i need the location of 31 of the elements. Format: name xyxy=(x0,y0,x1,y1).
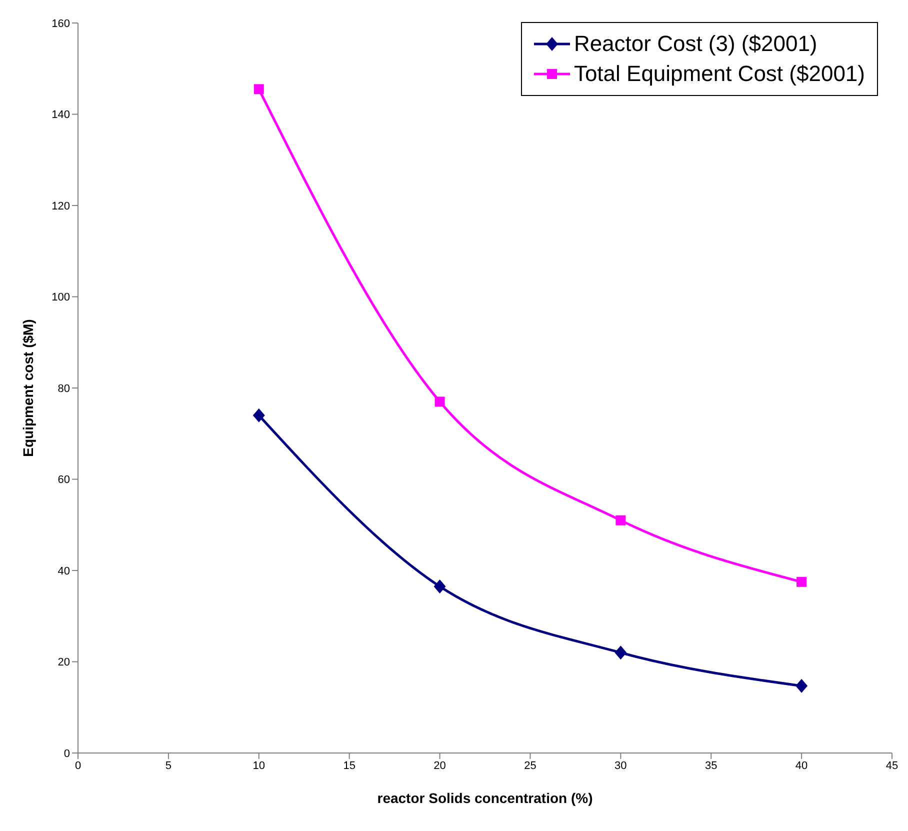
y-axis-title: Equipment cost ($M) xyxy=(20,319,36,457)
legend-label: Reactor Cost (3) ($2001) xyxy=(574,30,818,58)
y-tick-label: 40 xyxy=(58,565,70,578)
point xyxy=(796,576,807,587)
y-tick-label: 60 xyxy=(58,474,70,486)
x-tick-label: 40 xyxy=(795,760,808,772)
point xyxy=(434,396,445,407)
point xyxy=(254,84,264,94)
x-tick-label: 30 xyxy=(614,760,627,772)
y-tick-label: 0 xyxy=(64,748,70,760)
point xyxy=(252,408,265,422)
x-tick-label: 0 xyxy=(74,760,82,772)
x-tick-label: 5 xyxy=(165,760,172,772)
x-tick-label: 25 xyxy=(524,760,536,772)
point xyxy=(434,579,446,594)
x-tick-label: 35 xyxy=(704,760,718,772)
y-tick-label: 80 xyxy=(58,382,70,395)
x-tick-label: 45 xyxy=(886,760,898,772)
x-tick-label: 15 xyxy=(343,760,356,772)
point xyxy=(616,515,626,526)
point xyxy=(614,646,627,660)
y-tick-label: 160 xyxy=(52,18,70,30)
y-tick-label: 140 xyxy=(52,109,70,122)
y-tick-label: 120 xyxy=(52,200,70,212)
x-axis-title: reactor Solids concentration (%) xyxy=(377,790,593,806)
y-tick-label: 100 xyxy=(52,292,70,304)
legend-label: Total Equipment Cost ($2001) xyxy=(574,60,865,88)
x-tick-label: 20 xyxy=(434,760,446,772)
point xyxy=(796,678,808,693)
x-tick-label: 10 xyxy=(252,760,266,772)
y-tick-label: 20 xyxy=(58,656,70,669)
